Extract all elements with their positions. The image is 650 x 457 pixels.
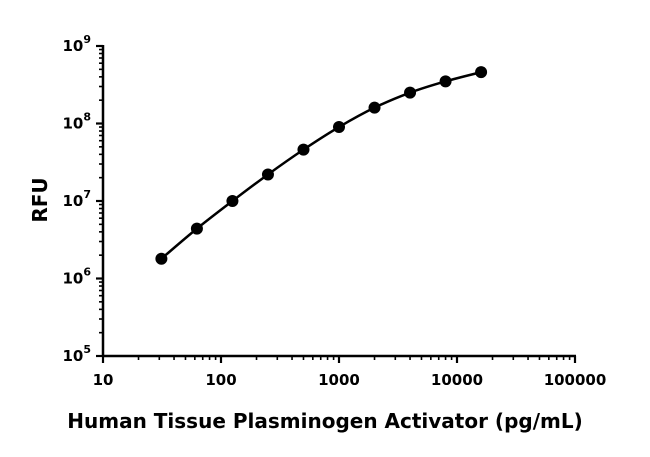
data-point: [226, 195, 239, 207]
y-tick-label: 106: [62, 266, 91, 288]
data-point: [261, 168, 274, 181]
y-axis: 105 106 107 108 109: [62, 33, 105, 365]
y-tick-label: 105: [62, 343, 91, 365]
y-tick-label: 107: [62, 188, 91, 210]
x-tick-label: 1000: [318, 371, 360, 389]
data-point: [297, 143, 310, 156]
data-point: [333, 121, 345, 134]
y-tick-label: 108: [62, 111, 91, 133]
data-point: [155, 252, 168, 265]
x-axis: 10 100 1000 10000 100000: [93, 354, 607, 389]
data-point: [475, 66, 488, 79]
x-tick-label: 100000: [544, 371, 607, 389]
data-point: [190, 222, 203, 235]
data-point: [368, 101, 381, 114]
plot-area: [155, 66, 488, 265]
x-tick-label: 100: [205, 371, 236, 389]
x-tick-label: 10: [93, 371, 114, 389]
y-axis-title: RFU: [28, 177, 52, 222]
x-tick-label: 10000: [431, 371, 483, 389]
y-tick-label: 109: [62, 33, 91, 55]
data-point: [439, 75, 452, 88]
fit-curve: [160, 70, 482, 260]
data-point: [404, 86, 417, 99]
x-axis-title: Human Tissue Plasminogen Activator (pg/m…: [67, 409, 582, 433]
